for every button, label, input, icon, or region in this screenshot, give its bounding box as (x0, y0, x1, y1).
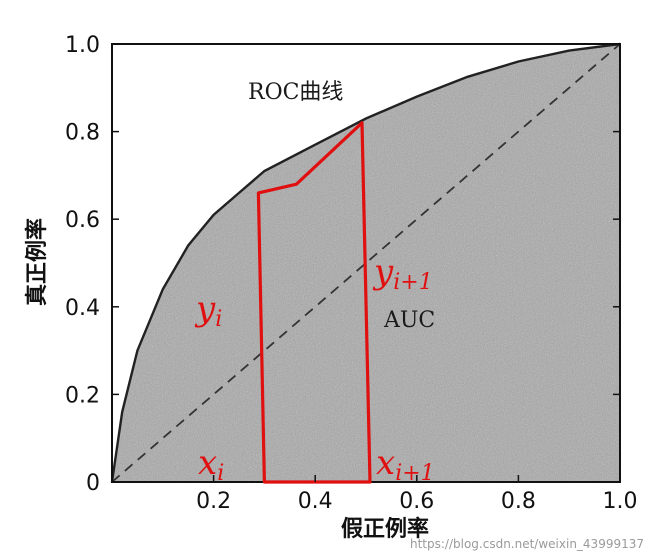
x-i-plus-1-label: xi+1 (376, 443, 435, 486)
x-tick-label: 1.0 (603, 489, 638, 514)
y-tick-label: 0.4 (65, 296, 100, 321)
watermark: https://blog.csdn.net/weixin_43999137 (410, 537, 644, 551)
roc-curve-line (110, 42, 621, 483)
x-tick-label: 0.8 (501, 489, 536, 514)
plot-area (110, 42, 621, 484)
roc-curve-label: ROC曲线 (248, 80, 343, 105)
x-axis-ticks: 0.2 0.4 0.6 0.8 1.0 (196, 475, 638, 514)
y-tick-label: 1.0 (65, 33, 100, 58)
y-i-label: yi (194, 289, 222, 332)
y-tick-label: 0.8 (65, 121, 100, 146)
y-axis-label: 真正例率 (24, 218, 50, 306)
x-tick-label: 0.4 (298, 489, 333, 514)
x-i-label: xi (198, 443, 224, 486)
y-tick-label: 0 (86, 471, 100, 496)
x-tick-label: 0.6 (399, 489, 434, 514)
y-tick-label: 0.2 (65, 383, 100, 408)
y-i-plus-1-label: yi+1 (372, 252, 433, 295)
random-classifier-diagonal (111, 43, 621, 483)
x-axis-label: 假正例率 (341, 516, 429, 542)
x-tick-label: 0.2 (196, 489, 231, 514)
auc-trapezoid-highlight (256, 121, 372, 484)
y-axis-ticks: 0 0.2 0.4 0.6 0.8 1.0 (65, 33, 620, 496)
auc-label: AUC (383, 308, 435, 333)
y-tick-label: 0.6 (65, 208, 100, 233)
